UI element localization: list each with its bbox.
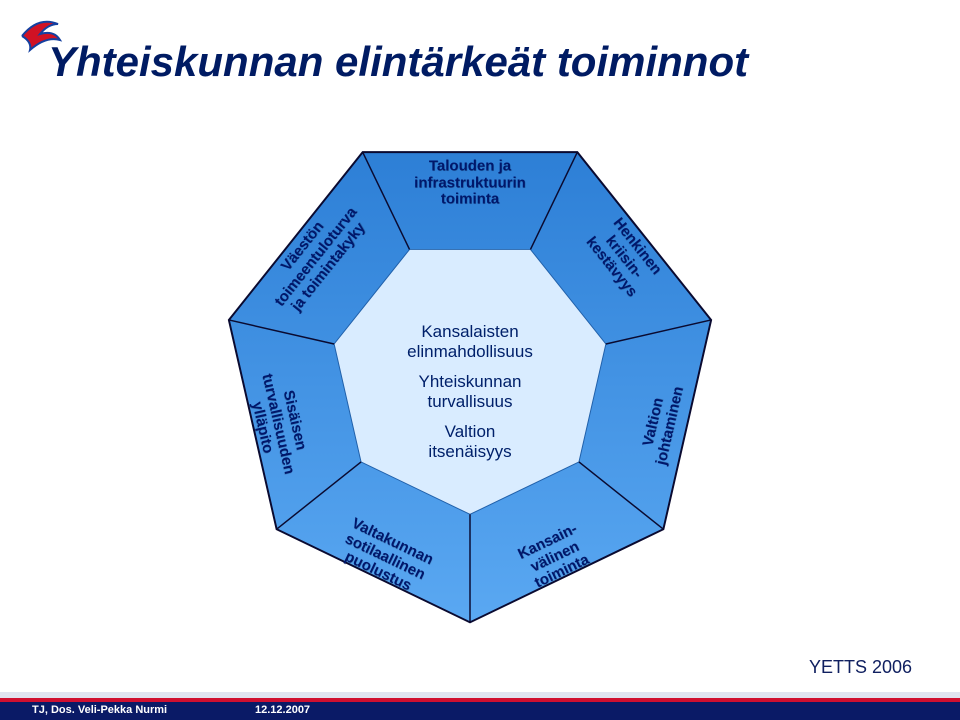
segment-label-0: Talouden jainfrastruktuurintoiminta	[414, 158, 526, 208]
footer-date: 12.12.2007	[255, 704, 310, 716]
page-title: Yhteiskunnan elintärkeät toiminnot	[48, 38, 748, 86]
center-text-2: Valtionitsenäisyys	[350, 422, 590, 461]
footer-author: TJ, Dos. Veli-Pekka Nurmi	[32, 704, 167, 716]
center-text-1: Yhteiskunnanturvallisuus	[350, 372, 590, 411]
source-label: YETTS 2006	[809, 657, 912, 678]
center-text-0: Kansalaistenelinmahdollisuus	[350, 322, 590, 361]
heptagon-diagram: Talouden jainfrastruktuurintoimintaHenki…	[180, 110, 760, 640]
